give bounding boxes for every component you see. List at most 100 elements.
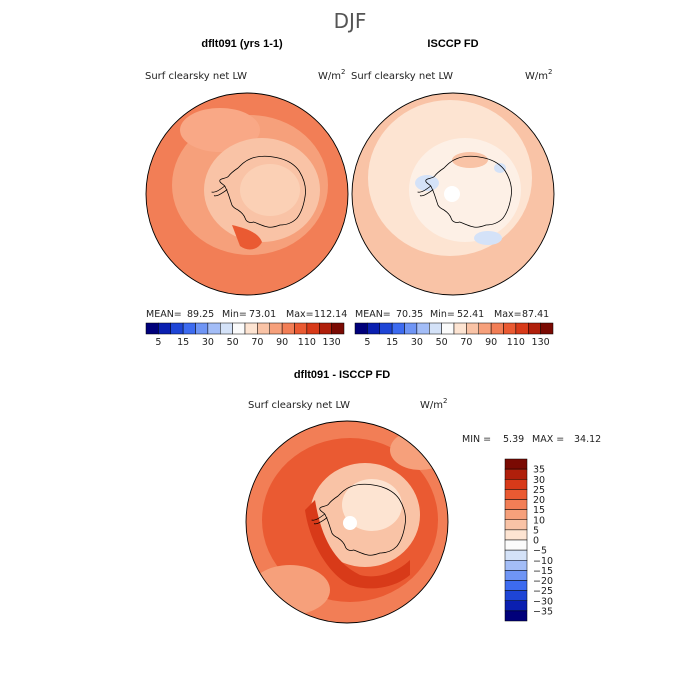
colorbar-tick-label: −5: [533, 546, 547, 557]
panel-model-map-border: [145, 92, 349, 296]
colorbar-swatch: [404, 322, 418, 335]
colorbar-swatch: [319, 322, 332, 335]
panel-model-antarctica-center: [240, 164, 300, 216]
panel-diff-min-label: MIN =: [462, 434, 491, 445]
colorbar-swatch: [490, 322, 504, 335]
colorbar-swatch: [244, 322, 258, 335]
colorbar-tick-label: 130: [323, 337, 341, 348]
panel-model-variable: Surf clearsky net LW: [145, 71, 247, 82]
panel-model-ross-region: [232, 225, 262, 250]
colorbar-swatch: [504, 468, 528, 480]
panel-obs-max-label: Max=: [494, 309, 522, 320]
colorbar-swatch: [294, 322, 308, 335]
colorbar-swatch: [441, 322, 455, 335]
colorbar-swatch: [429, 322, 442, 335]
panel-model-map: [146, 93, 348, 295]
colorbar-tick-label: −25: [533, 586, 553, 597]
panel-model-stats: MEAN= 89.25 Min= 73.01 Max= 112.14: [146, 309, 347, 320]
panel-diff-variable: Surf clearsky net LW: [248, 400, 350, 411]
panel-obs-max: 87.41: [522, 309, 549, 320]
panel-obs-min-label: Min=: [430, 309, 455, 320]
colorbar-tick-label: 110: [298, 337, 316, 348]
panel-model-min: 73.01: [249, 309, 276, 320]
colorbar-tick-label: 10: [533, 515, 545, 526]
colorbar-tick-label: 5: [364, 337, 370, 348]
panel-obs-min: 52.41: [457, 309, 484, 320]
colorbar-swatch: [504, 580, 528, 591]
figure-title: DJF: [334, 9, 367, 33]
panel-diff: dflt091 - ISCCP FD Surf clearsky net LW …: [245, 369, 601, 624]
colorbar-swatch: [453, 322, 467, 335]
panel-obs-colorbar: 5 15 30 50 70 90 110 130: [354, 322, 554, 348]
panel-model-south-patch: [200, 250, 275, 295]
colorbar-swatch: [504, 600, 528, 612]
colorbar-tick-label: 15: [177, 337, 189, 348]
colorbar-tick-label: −20: [533, 576, 553, 587]
colorbar-swatch: [478, 322, 492, 335]
colorbar-swatch: [331, 322, 345, 335]
panel-model-mean: 89.25: [187, 309, 214, 320]
colorbar-tick-label: 50: [227, 337, 239, 348]
panel-model-ocean-patch-north: [180, 108, 260, 152]
panel-model-min-label: Min=: [222, 309, 247, 320]
colorbar-swatch: [379, 322, 393, 335]
colorbar-swatch: [257, 322, 270, 335]
colorbar-tick-label: 5: [155, 337, 161, 348]
panel-obs-blue-patch-east: [474, 231, 502, 245]
panel-model-max-label: Max=: [286, 309, 314, 320]
colorbar-swatch: [515, 322, 529, 335]
colorbar-swatch: [504, 509, 528, 520]
colorbar-swatch: [391, 322, 405, 335]
panel-obs: ISCCP FD Surf clearsky net LW W/m2 MEAN=…: [351, 38, 555, 348]
colorbar-tick-label: 5: [533, 525, 539, 536]
colorbar-swatch: [416, 322, 430, 335]
panel-diff-coastal-band: [305, 500, 410, 589]
panel-diff-map: [246, 421, 448, 623]
colorbar-swatch: [504, 519, 528, 531]
colorbar-swatch: [466, 322, 479, 335]
colorbar-swatch: [504, 549, 528, 561]
panel-obs-blue-patch-small: [494, 163, 506, 173]
colorbar-swatch: [306, 322, 320, 335]
colorbar-tick-label: 0: [533, 536, 539, 547]
colorbar-swatch: [158, 322, 171, 335]
panel-obs-variable: Surf clearsky net LW: [351, 71, 453, 82]
colorbar-swatch: [504, 479, 528, 490]
colorbar-swatch: [504, 560, 528, 571]
colorbar-swatch: [504, 529, 528, 541]
panel-diff-min: 5.39: [503, 434, 524, 445]
colorbar-tick-label: 90: [276, 337, 288, 348]
panel-obs-mean: 70.35: [396, 309, 423, 320]
colorbar-swatch: [504, 610, 528, 622]
panel-model-mean-label: MEAN=: [146, 309, 182, 320]
panel-obs-units: W/m2: [525, 68, 552, 82]
panel-diff-map-border: [245, 420, 449, 624]
colorbar-tick-label: 35: [533, 465, 545, 476]
panel-diff-max-label: MAX =: [532, 434, 564, 445]
colorbar-tick-label: 30: [533, 475, 545, 486]
panel-model-title: dflt091 (yrs 1-1): [201, 38, 283, 50]
colorbar-swatch: [367, 322, 380, 335]
colorbar-swatch: [504, 489, 528, 500]
colorbar-tick-label: −35: [533, 606, 553, 617]
colorbar-swatch: [528, 322, 541, 335]
colorbar-swatch: [269, 322, 283, 335]
colorbar-swatch: [504, 590, 528, 601]
colorbar-tick-label: 15: [386, 337, 398, 348]
panel-model-units: W/m2: [318, 68, 345, 82]
colorbar-swatch: [195, 322, 209, 335]
panel-obs-title: ISCCP FD: [427, 38, 478, 50]
colorbar-tick-label: 70: [251, 337, 263, 348]
panel-diff-outer-light-sw: [250, 565, 330, 615]
panel-diff-polar-hole: [343, 516, 357, 530]
colorbar-tick-label: 30: [411, 337, 423, 348]
colorbar-swatch: [220, 322, 233, 335]
panel-obs-mean-label: MEAN=: [355, 309, 391, 320]
colorbar-swatch: [170, 322, 184, 335]
colorbar-swatch: [145, 322, 159, 335]
colorbar-tick-label: 25: [533, 485, 545, 496]
colorbar-tick-label: −10: [533, 556, 553, 567]
panel-diff-units: W/m2: [420, 397, 447, 411]
panel-obs-warm-patch: [452, 152, 488, 168]
panel-obs-map: [352, 93, 554, 295]
